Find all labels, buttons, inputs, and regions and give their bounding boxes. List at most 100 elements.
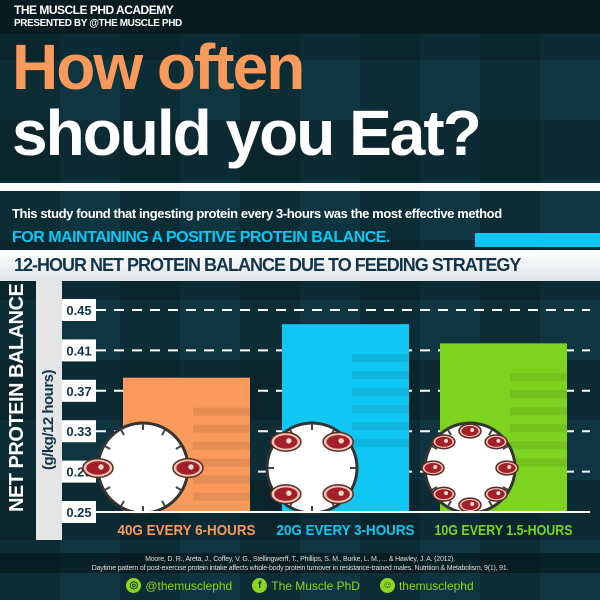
steak-bone	[98, 464, 104, 470]
clock-tick	[447, 429, 452, 436]
bar-stripe	[510, 390, 567, 399]
steak-bone	[338, 490, 344, 496]
clock-tick	[447, 500, 452, 507]
steak-bone	[496, 491, 501, 496]
steak-meat	[326, 435, 350, 449]
social-label: themusclephd	[398, 578, 474, 593]
clock-tick	[488, 500, 493, 507]
top-bar	[0, 0, 600, 34]
bar-stripe	[193, 424, 250, 433]
bar-stripe	[193, 492, 250, 501]
citation-line-2: Daytime pattern of post-exercise protein…	[91, 565, 509, 572]
subtitle-line-2: FOR MAINTAINING A POSITIVE PROTEIN BALAN…	[12, 229, 390, 246]
tick-box	[62, 299, 96, 321]
steak-bone	[444, 491, 449, 496]
facebook-icon: f	[252, 578, 268, 593]
bar-stripe	[510, 373, 567, 382]
chart-title: 12-HOUR NET PROTEIN BALANCE DUE TO FEEDI…	[14, 255, 521, 275]
steak-meat	[424, 463, 442, 473]
y-tick-label: 0.33	[66, 424, 91, 439]
divider	[0, 183, 600, 191]
steak-meat	[326, 487, 350, 501]
clock-tick	[431, 445, 438, 450]
social-facebook[interactable]: f The Muscle PhD	[252, 578, 360, 593]
steak-bone	[470, 502, 475, 506]
clock-tick	[104, 445, 111, 450]
steak-meat	[86, 461, 110, 475]
tick-box	[62, 501, 96, 523]
social-links: ◎ @themusclephd f The Muscle PhD ☺ themuscl…	[0, 578, 600, 593]
instagram-icon: ◎	[126, 578, 142, 593]
bar-stripe	[352, 405, 409, 414]
steak-meat	[487, 489, 505, 500]
clock-tick	[120, 500, 125, 507]
y-axis-band	[36, 281, 62, 540]
accent-bar	[475, 233, 600, 247]
steak-meat	[461, 500, 479, 510]
social-label: The Muscle PhD	[271, 578, 360, 593]
title-line-1: How often	[12, 31, 305, 103]
bar-stripe	[352, 371, 409, 380]
clock-tick	[488, 429, 493, 436]
steak-bone	[286, 490, 292, 496]
academy-name: THE MUSCLE PHD ACADEMY	[14, 3, 174, 17]
clock-tick	[431, 486, 438, 491]
tick-box	[62, 339, 96, 362]
bar-stripe	[193, 475, 250, 484]
steak-bone	[338, 438, 344, 444]
subtitle-line-1: This study found that ingesting protein …	[12, 206, 502, 221]
social-instagram[interactable]: ◎ @themusclephd	[126, 578, 232, 593]
clock-tick	[175, 486, 182, 491]
clock-tick	[161, 500, 166, 507]
y-tick-label: 0.41	[66, 343, 91, 358]
citation-line-1: Moore, D. R., Areta, J., Coffey, V. G., …	[145, 556, 455, 563]
bar-stripe	[352, 439, 409, 448]
steak-meat	[176, 461, 200, 475]
steak-meat	[487, 436, 505, 447]
y-tick-label: 0.45	[66, 303, 91, 318]
clock-tick	[175, 445, 182, 450]
bar-stripe	[193, 441, 250, 450]
y-tick-label: 0.37	[66, 384, 91, 399]
steak-bone	[507, 465, 512, 469]
steak-meat	[435, 489, 453, 500]
bar-stripe	[193, 407, 250, 416]
clock-tick	[502, 486, 509, 491]
steak-bone	[496, 438, 501, 443]
bar-stripe	[352, 388, 409, 397]
steak-meat	[274, 487, 298, 501]
snapchat-icon: ☺	[379, 578, 395, 593]
clock-tick	[161, 429, 166, 436]
steak-meat	[435, 436, 453, 447]
steak-meat	[498, 463, 516, 473]
tick-box	[62, 379, 96, 402]
bar-stripe	[510, 424, 567, 433]
presented-by: PRESENTED BY @THE MUSCLE PHD	[14, 18, 182, 29]
bar-stripe	[510, 407, 567, 416]
category-label: 10G EVERY 1.5-HOURS	[435, 522, 573, 539]
steak-meat	[274, 435, 298, 449]
steak-bone	[188, 464, 194, 470]
steak-bone	[444, 438, 449, 443]
bar-stripe	[510, 441, 567, 450]
category-label: 20G EVERY 3-HOURS	[277, 522, 415, 539]
social-label: @themusclephd	[145, 578, 233, 593]
social-snapchat[interactable]: ☺ themusclephd	[379, 578, 474, 593]
steak-bone	[286, 438, 292, 444]
steak-bone	[470, 428, 475, 432]
category-label: 40G EVERY 6-HOURS	[118, 522, 256, 539]
bar-stripe	[352, 422, 409, 431]
steak-meat	[461, 426, 479, 436]
chart-title-band	[0, 250, 600, 281]
steak-bone	[433, 465, 438, 469]
title-line-2: should you Eat?	[12, 97, 482, 169]
y-tick-label: 0.25	[66, 505, 91, 520]
clock-tick	[104, 486, 111, 491]
clock-tick	[502, 445, 509, 450]
tick-box	[62, 420, 96, 443]
bar-stripe	[193, 458, 250, 467]
bar-stripe	[510, 458, 567, 467]
footer-band	[0, 553, 600, 573]
